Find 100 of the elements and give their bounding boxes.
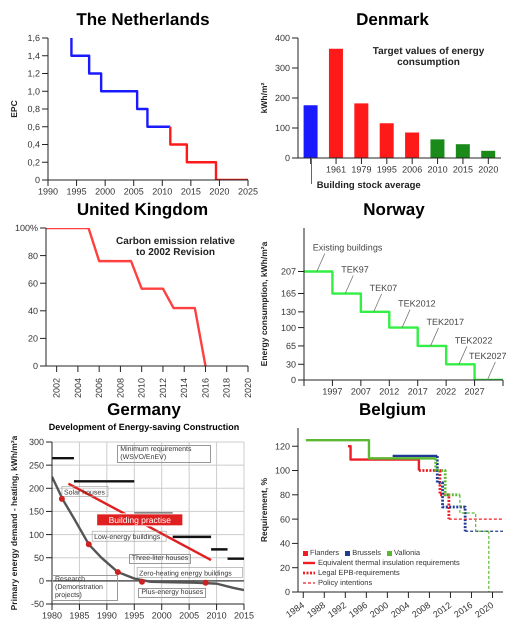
- x-tick-label: 1961: [326, 164, 346, 174]
- y-tick-label: -50: [30, 599, 44, 610]
- y-tick-label: 100: [274, 123, 290, 134]
- y-axis-title: EPC: [9, 100, 20, 118]
- y-tick-label: 20: [280, 562, 290, 573]
- y-tick-label: 200: [28, 483, 44, 494]
- x-tick-label: 1985: [69, 610, 90, 620]
- x-tick-label: 2010: [152, 186, 172, 196]
- x-tick-label: 1979: [351, 164, 372, 174]
- y-tick-label: 207: [280, 266, 296, 277]
- x-tick-label: 2014: [179, 378, 190, 398]
- chart-title: Norway: [362, 199, 426, 221]
- y-tick-label: 0,6: [27, 122, 40, 132]
- x-tick-label: 2006: [94, 378, 104, 398]
- y-tick-label: 0: [34, 175, 40, 186]
- x-tick-label: 2007: [350, 386, 371, 396]
- x-tick-label: 2008: [115, 378, 126, 398]
- x-tick-label: 2000: [95, 186, 116, 196]
- x-tick-label: 2020: [478, 164, 498, 174]
- y-tick-label: 0: [290, 375, 296, 386]
- y-tick-label: 150: [28, 506, 44, 517]
- y-tick-label: 0,2: [27, 157, 40, 168]
- y-tick-label: 165: [280, 288, 296, 299]
- x-tick-label: 2010: [206, 610, 227, 620]
- annotation: Existing buildings: [312, 242, 383, 253]
- y-tick-label: 300: [28, 437, 44, 448]
- x-tick-label: 2010: [136, 378, 147, 398]
- y-tick-label: 0: [284, 587, 290, 598]
- x-tick-label: 1995: [124, 610, 144, 620]
- text: Building stock average: [316, 180, 421, 191]
- y-tick-label: 80: [28, 250, 38, 261]
- x-tick-label: 2027: [464, 386, 485, 396]
- annotation: TEK97: [341, 264, 369, 275]
- y-tick-label: 100: [274, 466, 290, 476]
- x-tick-label: 1995: [66, 186, 87, 196]
- x-tick-label: 2015: [234, 610, 254, 620]
- x-tick-label: 2016: [200, 378, 210, 398]
- y-tick-label: 120: [274, 441, 290, 452]
- y-tick-label: 60: [280, 514, 290, 524]
- y-axis-title: Energy consumption, kWh/m²a: [259, 241, 270, 366]
- y-tick-label: 0: [38, 576, 44, 586]
- chart-title: Belgium: [358, 399, 428, 421]
- x-tick-label: 2018: [222, 378, 232, 398]
- x-tick-label: 2020: [243, 378, 253, 398]
- y-tick-label: 100: [28, 530, 44, 540]
- x-tick-label: 2000: [152, 610, 172, 620]
- y-tick-label: 300: [274, 63, 290, 74]
- x-tick-label: 2017: [408, 386, 428, 396]
- x-tick-label: 2004: [72, 378, 83, 398]
- chart-title: Germany: [106, 399, 182, 421]
- x-tick-label: 1990: [38, 186, 58, 196]
- annotation: TEK2022: [454, 335, 492, 346]
- x-tick-label: 1997: [322, 386, 342, 396]
- chart-title: The Netherlands: [75, 9, 211, 31]
- series-label: Building practise: [108, 514, 172, 525]
- x-tick-label: 2025: [238, 186, 258, 196]
- x-tick-label: 2015: [452, 164, 473, 174]
- annotation: Carbon emission relative to 2002 Revision: [115, 236, 236, 258]
- chart-subtitle: Development of Energy-saving Construction: [48, 422, 240, 434]
- annotation: TEK2027: [469, 351, 507, 361]
- y-tick-label: 1,6: [27, 33, 40, 44]
- y-tick-label: 200: [274, 93, 290, 104]
- x-tick-label: 2005: [179, 610, 200, 620]
- y-tick-label: 1,4: [27, 50, 40, 61]
- y-tick-label: 100%: [14, 223, 38, 234]
- y-tick-label: 0: [284, 153, 290, 164]
- x-tick-label: 2012: [158, 378, 168, 398]
- y-tick-label: 30: [286, 359, 296, 370]
- y-axis-title: kWh/m²: [259, 82, 270, 114]
- annotation: TEK2012: [398, 298, 436, 309]
- y-tick-label: 1,2: [27, 68, 40, 79]
- y-axis-title: Requirement, %: [259, 477, 270, 542]
- x-tick-label: 2022: [436, 386, 456, 396]
- y-tick-label: 0,4: [27, 140, 40, 150]
- y-tick-label: 65: [286, 341, 296, 352]
- annotation: TEK2017: [426, 316, 464, 327]
- x-tick-label: 1980: [42, 610, 62, 620]
- y-tick-label: 60: [28, 278, 38, 288]
- y-tick-label: 0,8: [27, 104, 40, 114]
- x-tick-label: 1995: [376, 164, 397, 174]
- chart-title: United Kingdom: [76, 199, 210, 221]
- y-tick-label: 0: [32, 361, 38, 372]
- x-tick-label: 2020: [209, 186, 230, 196]
- y-tick-label: 80: [280, 490, 290, 500]
- y-tick-label: 40: [280, 538, 290, 549]
- y-tick-label: 100: [280, 322, 296, 333]
- chart-title: Denmark: [355, 9, 430, 31]
- y-tick-label: 50: [34, 552, 44, 563]
- x-tick-label: 2010: [428, 164, 448, 174]
- x-tick-label: 2006: [402, 164, 422, 174]
- x-tick-label: 2015: [180, 186, 201, 196]
- y-tick-label: 400: [274, 33, 290, 44]
- x-tick-label: 2002: [52, 378, 62, 398]
- x-tick-label: 2005: [124, 186, 144, 196]
- y-tick-label: 20: [28, 334, 38, 344]
- y-tick-label: 1,0: [27, 86, 40, 96]
- x-tick-label: 2012: [379, 386, 400, 396]
- annotation: TEK07: [370, 282, 398, 293]
- y-tick-label: 40: [28, 306, 38, 316]
- x-tick-label: 1990: [96, 610, 117, 620]
